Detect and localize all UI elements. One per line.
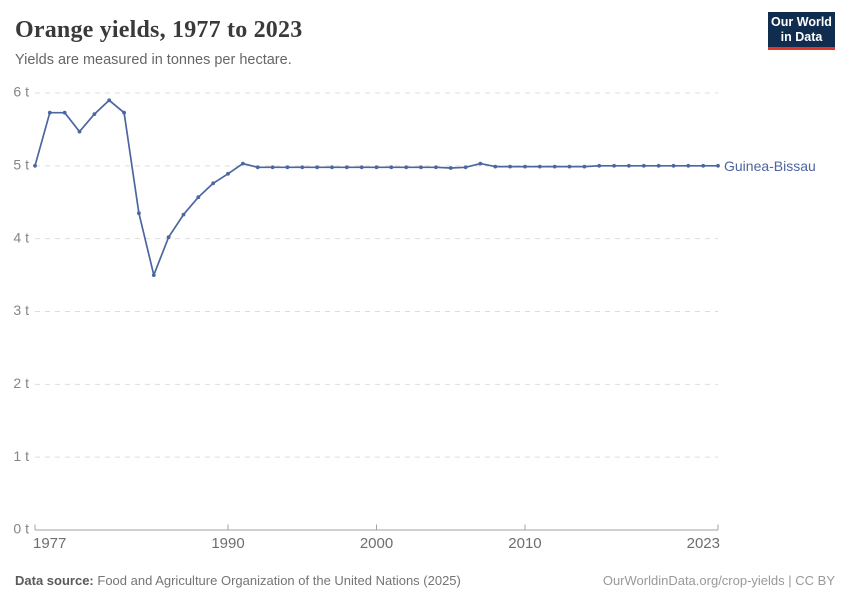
data-point[interactable] (404, 165, 409, 170)
x-tick-label: 1990 (211, 535, 244, 552)
y-tick-label: 0 t (13, 521, 29, 537)
data-point[interactable] (241, 161, 245, 166)
data-point[interactable] (300, 165, 305, 170)
data-point[interactable] (62, 110, 67, 115)
x-tick-label: 2010 (508, 535, 541, 552)
chart-footer: Data source: Food and Agriculture Organi… (15, 573, 835, 588)
data-point[interactable] (641, 163, 646, 168)
data-point[interactable] (122, 110, 126, 115)
data-point[interactable] (166, 235, 171, 240)
owid-citation-link[interactable]: OurWorldinData.org/crop-yields | CC BY (602, 573, 835, 588)
data-point[interactable] (671, 163, 676, 168)
data-point[interactable] (627, 163, 631, 168)
data-point[interactable] (196, 195, 201, 200)
data-source: Data source: Food and Agriculture Organi… (15, 573, 461, 588)
data-point[interactable] (211, 181, 216, 186)
x-tick-label: 2023 (687, 535, 720, 552)
data-point[interactable] (508, 164, 512, 169)
x-tick-label: 2000 (360, 535, 393, 552)
y-tick-label: 1 t (13, 448, 29, 464)
data-point[interactable] (567, 164, 572, 169)
data-point[interactable] (92, 112, 97, 116)
owid-logo-line1: Our World (771, 14, 832, 29)
x-tick-label: 1977 (33, 535, 66, 552)
data-point[interactable] (478, 161, 483, 166)
data-point[interactable] (537, 164, 542, 169)
page-title: Orange yields, 1977 to 2023 (15, 17, 303, 43)
data-point[interactable] (597, 163, 602, 168)
y-tick-label: 3 t (13, 302, 29, 318)
data-point[interactable] (47, 110, 52, 115)
data-point[interactable] (434, 165, 438, 170)
chart-subtitle: Yields are measured in tonnes per hectar… (15, 51, 292, 68)
owid-logo-line2: in Data (780, 29, 823, 44)
data-point[interactable] (315, 165, 319, 170)
series-line (34, 99, 719, 276)
data-point[interactable] (552, 164, 557, 169)
data-source-label: Data source: (15, 573, 94, 588)
y-tick-label: 6 t (13, 84, 29, 100)
data-point[interactable] (77, 129, 82, 134)
data-point[interactable] (226, 171, 230, 176)
series-end-label[interactable]: Guinea-Bissau (724, 157, 816, 174)
data-point[interactable] (374, 165, 379, 170)
data-point[interactable] (151, 273, 156, 277)
data-source-value: Food and Agriculture Organization of the… (97, 573, 461, 588)
data-point[interactable] (612, 163, 616, 168)
data-point[interactable] (493, 164, 498, 169)
data-point[interactable] (270, 165, 275, 170)
y-tick-label: 5 t (13, 157, 29, 173)
data-point[interactable] (463, 165, 468, 170)
data-point[interactable] (389, 165, 394, 170)
data-point[interactable] (716, 163, 720, 168)
data-point[interactable] (448, 166, 453, 170)
data-point[interactable] (285, 165, 290, 170)
chart-header: Orange yields, 1977 to 2023 Yields are m… (15, 16, 755, 68)
data-point[interactable] (107, 98, 112, 103)
data-point[interactable] (701, 163, 706, 168)
data-point[interactable] (33, 163, 37, 168)
data-point[interactable] (330, 165, 334, 170)
y-tick-label: 2 t (13, 375, 29, 391)
data-point[interactable] (656, 163, 661, 168)
owid-logo[interactable]: Our World in Data (768, 12, 835, 50)
y-tick-label: 4 t (13, 229, 29, 245)
data-point[interactable] (359, 165, 364, 170)
data-point[interactable] (344, 165, 349, 170)
data-point[interactable] (582, 164, 587, 169)
data-point[interactable] (686, 163, 691, 168)
data-point[interactable] (137, 211, 141, 216)
data-point[interactable] (255, 165, 260, 170)
data-point[interactable] (419, 165, 423, 170)
data-point[interactable] (181, 212, 186, 217)
data-point[interactable] (523, 164, 527, 169)
